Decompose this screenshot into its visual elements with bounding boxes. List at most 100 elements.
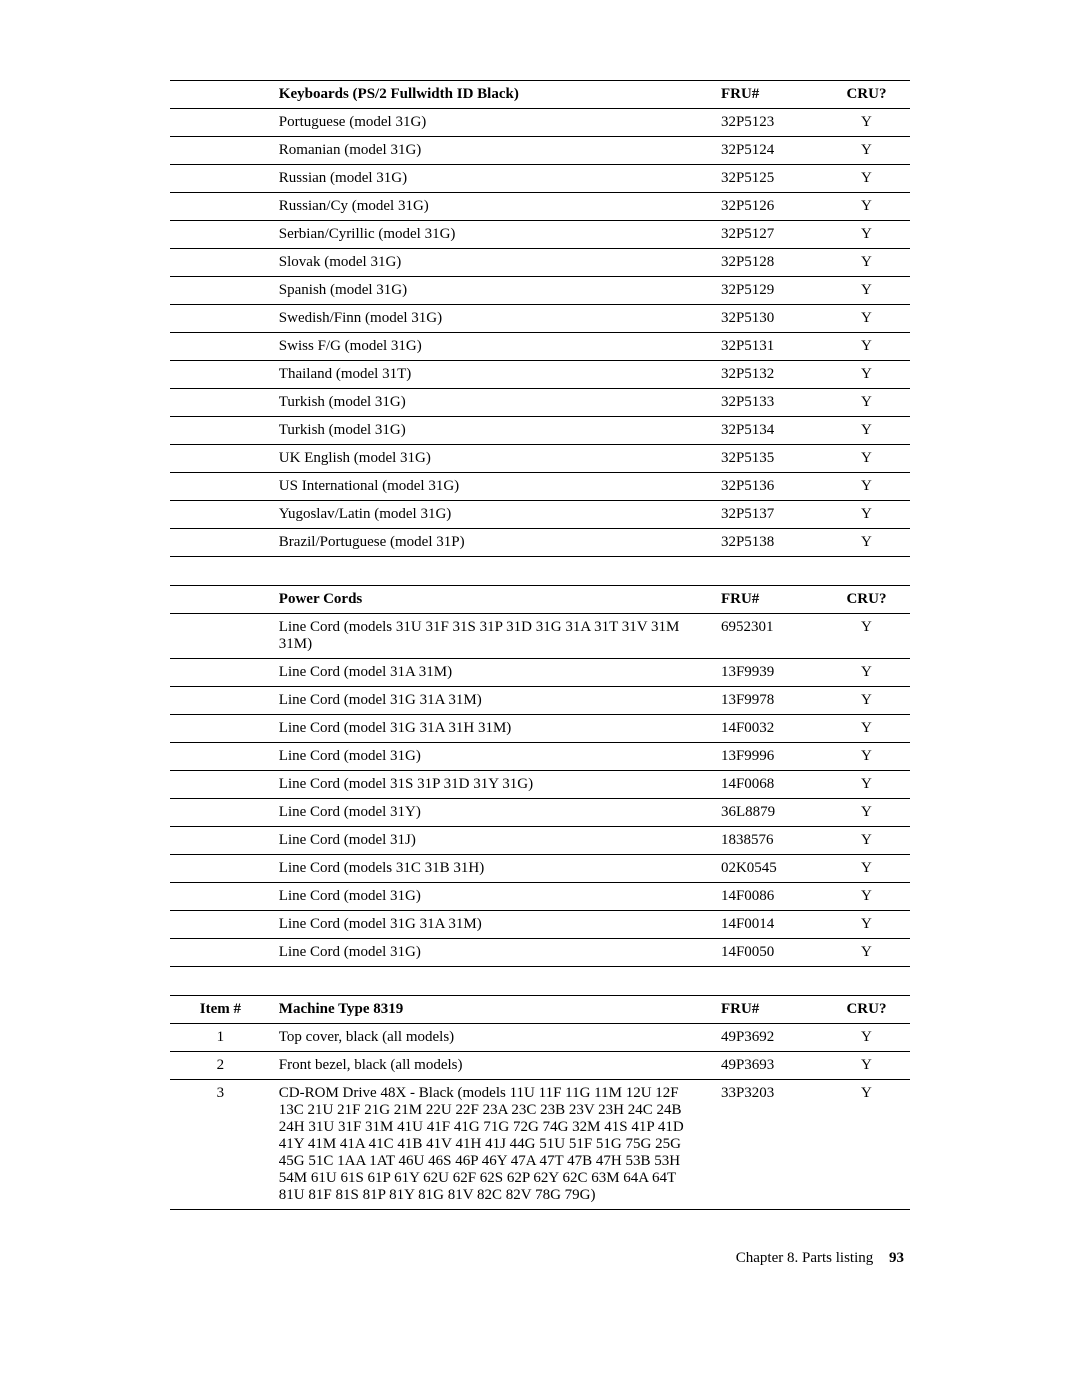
cell-desc: Russian (model 31G) bbox=[271, 165, 713, 193]
cell-fru: 14F0050 bbox=[713, 939, 823, 967]
col-fru-header: FRU# bbox=[713, 81, 823, 109]
cell-cru: Y bbox=[823, 883, 910, 911]
cell-fru: 32P5134 bbox=[713, 417, 823, 445]
cell-spacer bbox=[170, 939, 271, 967]
cell-spacer bbox=[170, 911, 271, 939]
cell-fru: 32P5138 bbox=[713, 529, 823, 557]
table-header-row: Power Cords FRU# CRU? bbox=[170, 586, 910, 614]
cell-desc: Serbian/Cyrillic (model 31G) bbox=[271, 221, 713, 249]
cell-spacer bbox=[170, 137, 271, 165]
cell-fru: 14F0014 bbox=[713, 911, 823, 939]
cell-cru: Y bbox=[823, 193, 910, 221]
col-fru-header: FRU# bbox=[713, 996, 823, 1024]
cell-cru: Y bbox=[823, 109, 910, 137]
cell-spacer bbox=[170, 743, 271, 771]
table-row: Line Cord (model 31G)13F9996Y bbox=[170, 743, 910, 771]
cell-spacer bbox=[170, 827, 271, 855]
cell-cru: Y bbox=[823, 939, 910, 967]
cell-fru: 14F0032 bbox=[713, 715, 823, 743]
cell-desc: Swiss F/G (model 31G) bbox=[271, 333, 713, 361]
cell-spacer bbox=[170, 855, 271, 883]
cell-spacer bbox=[170, 445, 271, 473]
cell-desc: Line Cord (model 31G) bbox=[271, 743, 713, 771]
table-row: Swedish/Finn (model 31G)32P5130Y bbox=[170, 305, 910, 333]
cell-desc: Romanian (model 31G) bbox=[271, 137, 713, 165]
cell-spacer bbox=[170, 305, 271, 333]
cell-fru: 13F9939 bbox=[713, 659, 823, 687]
table-row: Line Cord (model 31Y)36L8879Y bbox=[170, 799, 910, 827]
table-row: Slovak (model 31G)32P5128Y bbox=[170, 249, 910, 277]
table-row: Russian/Cy (model 31G)32P5126Y bbox=[170, 193, 910, 221]
cell-fru: 32P5123 bbox=[713, 109, 823, 137]
table-row: Turkish (model 31G)32P5133Y bbox=[170, 389, 910, 417]
page-footer: Chapter 8. Parts listing 93 bbox=[170, 1250, 910, 1267]
cell-cru: Y bbox=[823, 855, 910, 883]
cell-spacer bbox=[170, 659, 271, 687]
cell-cru: Y bbox=[823, 743, 910, 771]
table-row: Line Cord (models 31U 31F 31S 31P 31D 31… bbox=[170, 614, 910, 659]
cell-desc: Front bezel, black (all models) bbox=[271, 1052, 713, 1080]
cell-desc: Yugoslav/Latin (model 31G) bbox=[271, 501, 713, 529]
cell-fru: 32P5132 bbox=[713, 361, 823, 389]
cell-desc: Line Cord (model 31G 31A 31M) bbox=[271, 687, 713, 715]
table-row: Portuguese (model 31G)32P5123Y bbox=[170, 109, 910, 137]
cell-desc: Slovak (model 31G) bbox=[271, 249, 713, 277]
table-row: Line Cord (model 31G 31A 31H 31M)14F0032… bbox=[170, 715, 910, 743]
cell-desc: Russian/Cy (model 31G) bbox=[271, 193, 713, 221]
cell-cru: Y bbox=[823, 687, 910, 715]
table-row: Swiss F/G (model 31G)32P5131Y bbox=[170, 333, 910, 361]
cell-fru: 32P5125 bbox=[713, 165, 823, 193]
cell-fru: 32P5135 bbox=[713, 445, 823, 473]
table-row: Line Cord (model 31J)1838576Y bbox=[170, 827, 910, 855]
cell-spacer bbox=[170, 501, 271, 529]
cell-spacer bbox=[170, 883, 271, 911]
table-row: Spanish (model 31G)32P5129Y bbox=[170, 277, 910, 305]
power-cords-table: Power Cords FRU# CRU? Line Cord (models … bbox=[170, 585, 910, 967]
cell-fru: 49P3693 bbox=[713, 1052, 823, 1080]
cell-fru: 6952301 bbox=[713, 614, 823, 659]
cell-cru: Y bbox=[823, 771, 910, 799]
cell-spacer bbox=[170, 529, 271, 557]
table-row: Russian (model 31G)32P5125Y bbox=[170, 165, 910, 193]
col-item-header: Item # bbox=[170, 996, 271, 1024]
col-desc-header: Power Cords bbox=[271, 586, 713, 614]
cell-desc: Line Cord (model 31G 31A 31M) bbox=[271, 911, 713, 939]
cell-spacer bbox=[170, 614, 271, 659]
cell-cru: Y bbox=[823, 501, 910, 529]
cell-fru: 32P5136 bbox=[713, 473, 823, 501]
table-row: Line Cord (model 31G)14F0086Y bbox=[170, 883, 910, 911]
cell-spacer bbox=[170, 799, 271, 827]
page-number: 93 bbox=[889, 1250, 904, 1266]
cell-desc: Line Cord (model 31G) bbox=[271, 939, 713, 967]
cell-cru: Y bbox=[823, 305, 910, 333]
cell-item: 1 bbox=[170, 1024, 271, 1052]
table-row: UK English (model 31G)32P5135Y bbox=[170, 445, 910, 473]
table-row: Brazil/Portuguese (model 31P)32P5138Y bbox=[170, 529, 910, 557]
col-cru-header: CRU? bbox=[823, 586, 910, 614]
chapter-label: Chapter 8. Parts listing bbox=[736, 1250, 874, 1266]
cell-cru: Y bbox=[823, 277, 910, 305]
cell-fru: 13F9978 bbox=[713, 687, 823, 715]
cell-spacer bbox=[170, 687, 271, 715]
cell-fru: 32P5137 bbox=[713, 501, 823, 529]
cell-cru: Y bbox=[823, 137, 910, 165]
cell-desc: Top cover, black (all models) bbox=[271, 1024, 713, 1052]
cell-spacer bbox=[170, 277, 271, 305]
cell-cru: Y bbox=[823, 614, 910, 659]
cell-spacer bbox=[170, 715, 271, 743]
cell-desc: Line Cord (model 31G) bbox=[271, 883, 713, 911]
cell-cru: Y bbox=[823, 799, 910, 827]
cell-cru: Y bbox=[823, 473, 910, 501]
keyboards-table: Keyboards (PS/2 Fullwidth ID Black) FRU#… bbox=[170, 80, 910, 557]
table-row: US International (model 31G)32P5136Y bbox=[170, 473, 910, 501]
cell-cru: Y bbox=[823, 1024, 910, 1052]
col-spacer bbox=[170, 81, 271, 109]
cell-desc: Brazil/Portuguese (model 31P) bbox=[271, 529, 713, 557]
cell-desc: US International (model 31G) bbox=[271, 473, 713, 501]
cell-desc: Thailand (model 31T) bbox=[271, 361, 713, 389]
table-header-row: Keyboards (PS/2 Fullwidth ID Black) FRU#… bbox=[170, 81, 910, 109]
table-row: Line Cord (model 31S 31P 31D 31Y 31G)14F… bbox=[170, 771, 910, 799]
cell-cru: Y bbox=[823, 911, 910, 939]
cell-fru: 14F0068 bbox=[713, 771, 823, 799]
cell-fru: 49P3692 bbox=[713, 1024, 823, 1052]
